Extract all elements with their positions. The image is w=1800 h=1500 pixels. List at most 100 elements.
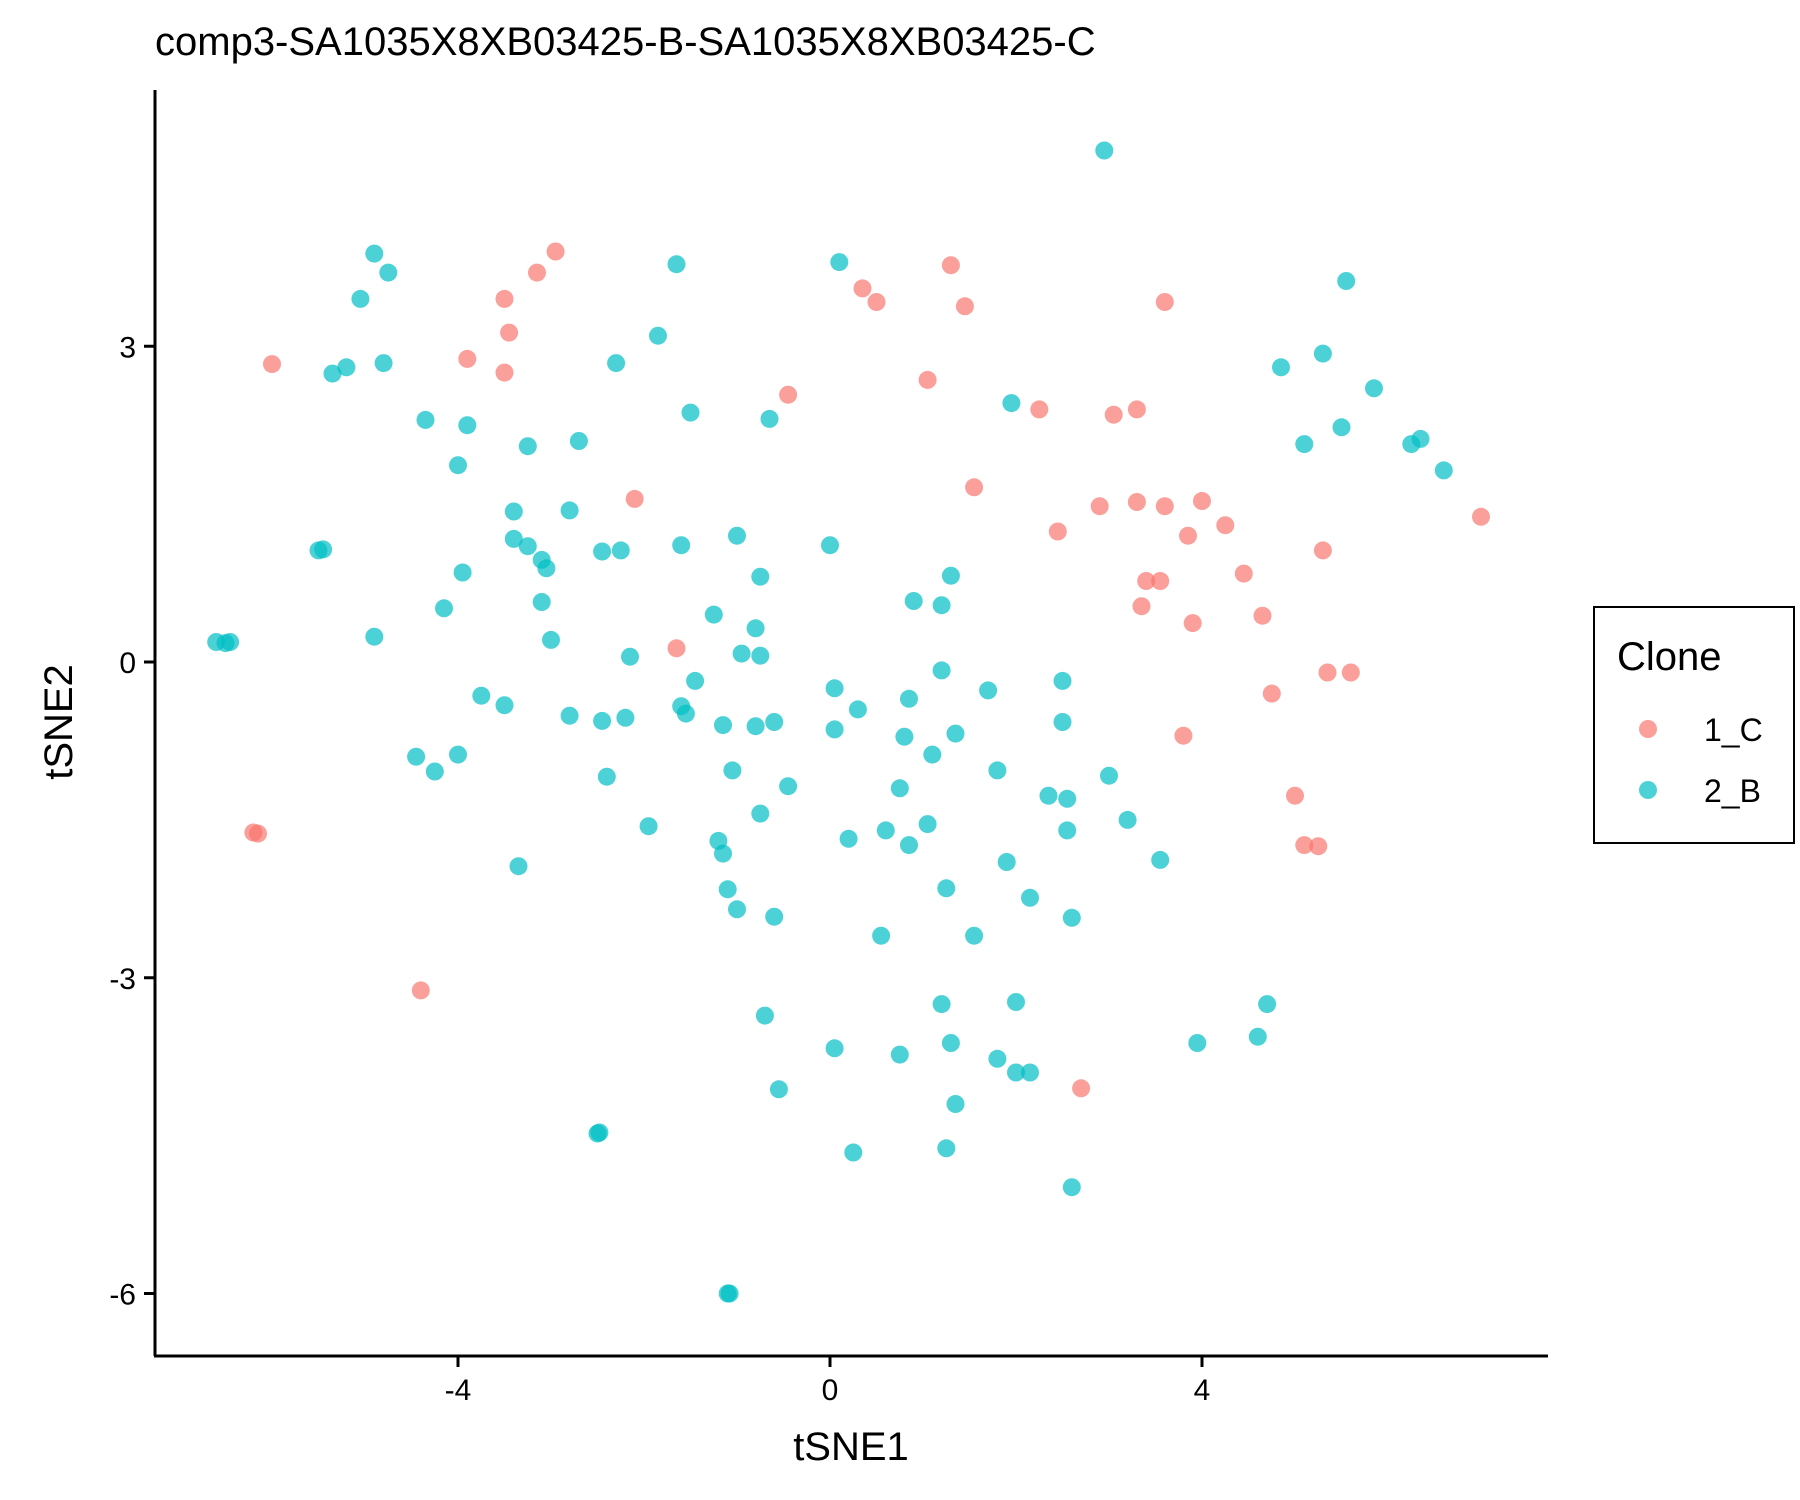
y-axis-ticks: -6 -3 0 3 (109, 331, 155, 1312)
point-2_b-77 (830, 253, 849, 272)
point-2_b-90 (923, 745, 942, 764)
point-1_c-16 (955, 297, 974, 316)
legend-key-2b (1639, 781, 1657, 799)
point-2_b-114 (1058, 821, 1077, 840)
point-1_c-23 (1127, 400, 1146, 419)
point-2_b-66 (751, 804, 770, 823)
point-2_b-83 (890, 779, 909, 798)
point-2_b-60 (728, 900, 746, 919)
point-2_b-11 (365, 627, 384, 646)
y-axis-title: tSNE2 (37, 664, 81, 780)
point-1_c-20 (1048, 522, 1067, 541)
point-2_b-39 (607, 354, 626, 373)
point-2_b-73 (821, 536, 839, 555)
point-2_b-57 (720, 1284, 739, 1303)
point-2_b-96 (941, 1034, 960, 1052)
point-1_c-11 (249, 824, 267, 843)
point-2_b-8 (365, 244, 384, 263)
point-1_c-5 (528, 263, 546, 282)
point-1_c-13 (853, 279, 872, 298)
point-2_b-10 (379, 263, 398, 282)
point-2_b-16 (449, 456, 467, 475)
point-2_b-49 (676, 704, 695, 723)
point-2_b-75 (825, 720, 844, 739)
point-1_c-29 (1155, 497, 1174, 516)
point-2_b-58 (723, 761, 742, 780)
point-2_b-122 (1248, 1027, 1267, 1046)
point-2_b-38 (597, 767, 616, 786)
point-1_c-0 (263, 355, 281, 374)
point-2_b-51 (704, 605, 723, 624)
point-2_b-59 (728, 526, 746, 545)
point-2_b-68 (765, 907, 784, 926)
point-2_b-87 (900, 836, 918, 855)
point-2_b-91 (932, 596, 951, 615)
point-2_b-44 (649, 326, 667, 345)
point-1_c-1 (458, 349, 477, 368)
point-1_c-36 (1262, 684, 1281, 703)
point-2_b-99 (946, 1095, 965, 1113)
point-1_c-31 (1183, 614, 1202, 633)
point-2_b-107 (1007, 1063, 1025, 1082)
point-2_b-15 (435, 599, 453, 618)
point-2_b-86 (900, 689, 918, 708)
point-2_b-28 (537, 559, 556, 578)
point-2_b-5 (323, 364, 342, 383)
y-tick-label: -3 (109, 963, 136, 996)
point-2_b-127 (1332, 418, 1351, 437)
point-1_c-4 (495, 363, 514, 382)
point-2_b-131 (1411, 429, 1430, 448)
point-2_b-79 (844, 1143, 863, 1162)
point-2_b-124 (1272, 358, 1290, 377)
point-2_b-109 (1021, 1063, 1039, 1082)
point-2_b-7 (351, 289, 370, 308)
point-1_c-41 (1313, 541, 1332, 560)
point-2_b-40 (611, 541, 630, 560)
point-1_c-35 (1253, 606, 1272, 625)
y-tick-label: 3 (119, 331, 136, 364)
point-2_b-29 (532, 593, 551, 611)
point-1_c-32 (1193, 492, 1211, 510)
point-1_c-28 (1155, 293, 1174, 311)
point-2_b-118 (1100, 766, 1118, 785)
point-1_c-40 (1309, 837, 1328, 856)
point-1_c-27 (1151, 572, 1170, 590)
point-1_c-15 (941, 256, 960, 275)
point-2_b-36 (593, 711, 612, 730)
point-2_b-67 (755, 1006, 774, 1025)
point-2_b-13 (416, 410, 435, 429)
point-2_b-112 (1053, 713, 1072, 731)
point-1_c-33 (1216, 516, 1235, 535)
point-2_b-24 (509, 857, 528, 876)
legend-label-1c: 1_C (1704, 712, 1763, 748)
point-1_c-3 (495, 289, 514, 308)
point-2_b-102 (988, 1049, 1007, 1068)
point-1_c-22 (1104, 405, 1123, 424)
point-1_c-9 (667, 639, 686, 658)
point-2_b-30 (542, 630, 560, 649)
legend-title: Clone (1617, 635, 1722, 679)
point-2_b-93 (932, 995, 951, 1014)
point-2_b-108 (1021, 888, 1039, 907)
point-2_b-50 (686, 671, 705, 690)
point-1_c-45 (1072, 1079, 1091, 1098)
point-2_b-128 (1337, 272, 1356, 290)
point-2_b-88 (904, 592, 923, 610)
point-2_b-63 (746, 717, 765, 736)
point-2_b-85 (895, 727, 914, 746)
x-axis-ticks: -4 0 4 (445, 1356, 1210, 1407)
x-axis-title: tSNE1 (793, 1425, 909, 1469)
point-2_b-62 (746, 619, 765, 638)
point-2_b-132 (1434, 461, 1453, 480)
point-2_b-20 (472, 686, 491, 705)
point-2_b-70 (765, 713, 784, 731)
point-1_c-18 (965, 478, 984, 497)
point-2_b-81 (872, 926, 891, 945)
point-2_b-4 (314, 540, 333, 559)
point-2_b-25 (518, 437, 537, 456)
point-1_c-7 (779, 385, 798, 404)
legend: Clone 1_C 2_B (1593, 606, 1795, 844)
point-2_b-103 (988, 761, 1007, 780)
point-2_b-110 (1039, 786, 1058, 805)
